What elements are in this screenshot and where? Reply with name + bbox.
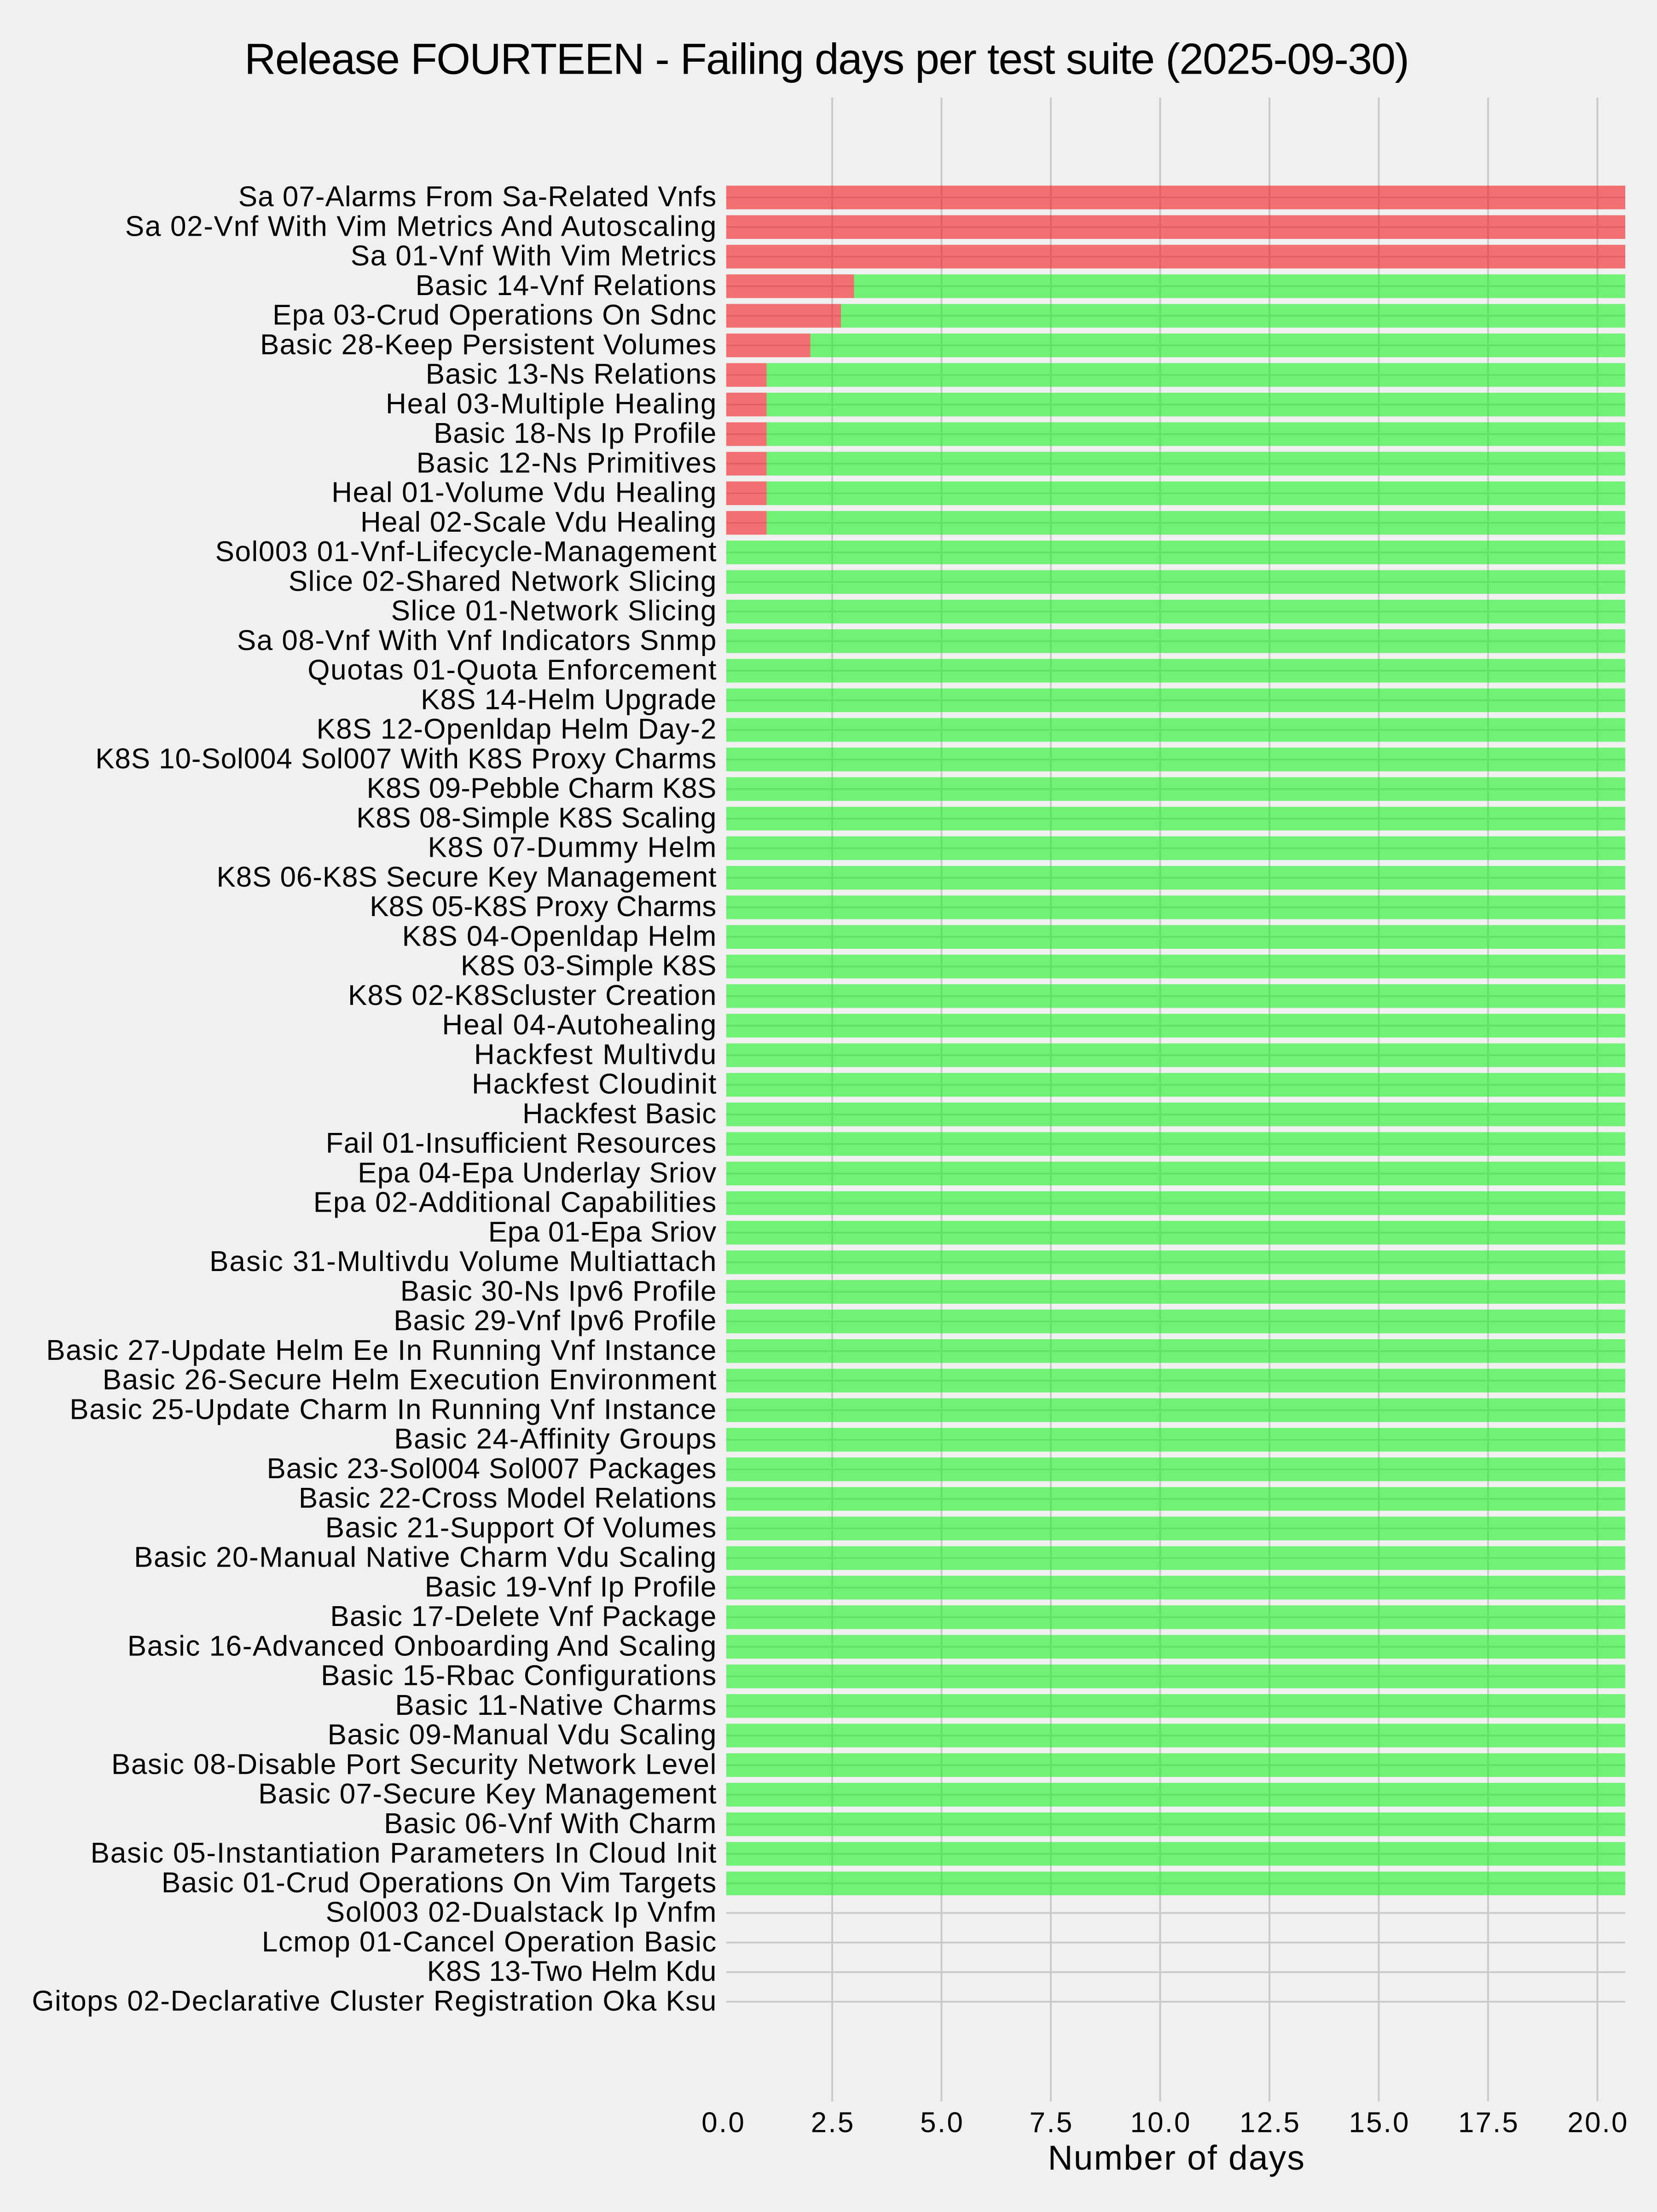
svg-text:K8S 13-Two Helm Kdu: K8S 13-Two Helm Kdu <box>427 1956 717 1987</box>
svg-text:Basic 20-Manual Native Charm V: Basic 20-Manual Native Charm Vdu Scaling <box>134 1542 716 1573</box>
svg-text:15.0: 15.0 <box>1349 2107 1409 2139</box>
svg-text:K8S 03-Simple K8S: K8S 03-Simple K8S <box>461 950 716 982</box>
svg-text:Heal 03-Multiple Healing: Heal 03-Multiple Healing <box>386 388 716 420</box>
svg-text:Sa 07-Alarms From Sa-Related V: Sa 07-Alarms From Sa-Related Vnfs <box>238 181 717 213</box>
svg-text:K8S 06-K8S Secure Key Manageme: K8S 06-K8S Secure Key Management <box>217 861 717 893</box>
svg-text:Basic 26-Secure Helm Execution: Basic 26-Secure Helm Execution Environme… <box>103 1364 717 1396</box>
svg-text:Quotas 01-Quota Enforcement: Quotas 01-Quota Enforcement <box>307 654 716 686</box>
svg-text:0.0: 0.0 <box>701 2107 744 2139</box>
svg-text:7.5: 7.5 <box>1030 2107 1072 2139</box>
svg-text:Basic 01-Crud Operations On Vi: Basic 01-Crud Operations On Vim Targets <box>162 1867 716 1898</box>
svg-text:Epa 02-Additional Capabilities: Epa 02-Additional Capabilities <box>313 1187 717 1219</box>
svg-text:Hackfest Cloudinit: Hackfest Cloudinit <box>472 1068 716 1100</box>
svg-text:K8S 08-Simple K8S Scaling: K8S 08-Simple K8S Scaling <box>356 802 716 834</box>
svg-text:K8S 02-K8Scluster Creation: K8S 02-K8Scluster Creation <box>348 980 716 1011</box>
svg-text:Basic 31-Multivdu Volume Multi: Basic 31-Multivdu Volume Multiattach <box>209 1246 716 1277</box>
svg-text:Basic 30-Ns Ipv6 Profile: Basic 30-Ns Ipv6 Profile <box>400 1275 717 1307</box>
svg-text:Basic 23-Sol004 Sol007 Package: Basic 23-Sol004 Sol007 Packages <box>267 1453 717 1485</box>
svg-text:Basic 24-Affinity Groups: Basic 24-Affinity Groups <box>394 1423 716 1455</box>
svg-text:Epa 01-Epa Sriov: Epa 01-Epa Sriov <box>488 1216 717 1248</box>
svg-text:K8S 05-K8S Proxy Charms: K8S 05-K8S Proxy Charms <box>370 891 716 923</box>
svg-text:Slice 01-Network Slicing: Slice 01-Network Slicing <box>391 595 717 627</box>
svg-text:Epa 04-Epa Underlay Sriov: Epa 04-Epa Underlay Sriov <box>358 1157 716 1189</box>
svg-text:Sa 01-Vnf With Vim Metrics: Sa 01-Vnf With Vim Metrics <box>351 240 717 272</box>
svg-text:Sol003 02-Dualstack Ip Vnfm: Sol003 02-Dualstack Ip Vnfm <box>326 1897 717 1928</box>
svg-text:Sa 02-Vnf With Vim Metrics And: Sa 02-Vnf With Vim Metrics And Autoscali… <box>125 210 716 242</box>
svg-text:Basic 09-Manual Vdu Scaling: Basic 09-Manual Vdu Scaling <box>328 1719 717 1751</box>
svg-text:Epa 03-Crud Operations On Sdnc: Epa 03-Crud Operations On Sdnc <box>272 299 716 331</box>
svg-text:5.0: 5.0 <box>920 2107 963 2139</box>
svg-text:K8S 12-Openldap Helm Day-2: K8S 12-Openldap Helm Day-2 <box>317 714 717 745</box>
svg-text:Number of days: Number of days <box>1048 2138 1304 2177</box>
svg-text:Sol003 01-Vnf-Lifecycle-Manage: Sol003 01-Vnf-Lifecycle-Management <box>215 536 717 568</box>
svg-text:Basic 16-Advanced Onboarding A: Basic 16-Advanced Onboarding And Scaling <box>127 1630 717 1662</box>
svg-text:Basic 14-Vnf Relations: Basic 14-Vnf Relations <box>416 270 717 302</box>
svg-text:Basic 29-Vnf Ipv6 Profile: Basic 29-Vnf Ipv6 Profile <box>394 1305 716 1337</box>
svg-text:2.5: 2.5 <box>811 2107 854 2139</box>
svg-text:Lcmop 01-Cancel Operation Basi: Lcmop 01-Cancel Operation Basic <box>262 1926 716 1958</box>
svg-text:Basic 28-Keep Persistent Volum: Basic 28-Keep Persistent Volumes <box>260 329 716 360</box>
svg-text:K8S 04-Openldap Helm: K8S 04-Openldap Helm <box>402 920 717 952</box>
svg-text:20.0: 20.0 <box>1568 2107 1628 2139</box>
svg-text:Basic 07-Secure Key Management: Basic 07-Secure Key Management <box>258 1778 716 1810</box>
svg-text:Fail 01-Insufficient Resources: Fail 01-Insufficient Resources <box>326 1127 717 1159</box>
svg-text:Heal 04-Autohealing: Heal 04-Autohealing <box>442 1009 716 1041</box>
svg-text:Slice 02-Shared Network Slicin: Slice 02-Shared Network Slicing <box>289 565 717 597</box>
svg-text:Heal 02-Scale Vdu Healing: Heal 02-Scale Vdu Healing <box>360 506 716 538</box>
svg-text:Basic 08-Disable Port Security: Basic 08-Disable Port Security Network L… <box>111 1748 716 1780</box>
svg-text:17.5: 17.5 <box>1458 2107 1518 2139</box>
svg-text:Basic 13-Ns Relations: Basic 13-Ns Relations <box>426 359 717 390</box>
svg-text:Release FOURTEEN - Failing day: Release FOURTEEN - Failing days per test… <box>244 35 1409 84</box>
svg-text:Hackfest Multivdu: Hackfest Multivdu <box>474 1039 716 1070</box>
svg-text:Basic 25-Update Charm In Runni: Basic 25-Update Charm In Running Vnf Ins… <box>70 1393 716 1425</box>
svg-text:K8S 07-Dummy Helm: K8S 07-Dummy Helm <box>428 832 717 864</box>
svg-text:10.0: 10.0 <box>1130 2107 1190 2139</box>
svg-text:K8S 14-Helm Upgrade: K8S 14-Helm Upgrade <box>421 684 716 715</box>
svg-text:K8S 09-Pebble Charm K8S: K8S 09-Pebble Charm K8S <box>367 772 717 804</box>
svg-text:Basic 15-Rbac Configurations: Basic 15-Rbac Configurations <box>321 1660 716 1692</box>
svg-text:Sa 08-Vnf With Vnf Indicators: Sa 08-Vnf With Vnf Indicators Snmp <box>237 625 716 656</box>
svg-text:Basic 27-Update Helm Ee In Run: Basic 27-Update Helm Ee In Running Vnf I… <box>46 1335 716 1366</box>
svg-text:Basic 22-Cross Model Relations: Basic 22-Cross Model Relations <box>299 1482 716 1514</box>
svg-text:Heal 01-Volume Vdu Healing: Heal 01-Volume Vdu Healing <box>331 477 716 509</box>
svg-text:Basic 06-Vnf With Charm: Basic 06-Vnf With Charm <box>384 1808 716 1840</box>
svg-text:Hackfest Basic: Hackfest Basic <box>522 1098 716 1130</box>
svg-text:Basic 11-Native Charms: Basic 11-Native Charms <box>395 1689 716 1721</box>
svg-text:Basic 21-Support Of Volumes: Basic 21-Support Of Volumes <box>325 1512 717 1544</box>
svg-text:Gitops 02-Declarative Cluster: Gitops 02-Declarative Cluster Registrati… <box>32 1985 716 2017</box>
svg-text:Basic 12-Ns Primitives: Basic 12-Ns Primitives <box>417 447 717 479</box>
svg-text:Basic 19-Vnf Ip Profile: Basic 19-Vnf Ip Profile <box>425 1571 717 1603</box>
svg-text:12.5: 12.5 <box>1240 2107 1299 2139</box>
svg-text:Basic 18-Ns Ip Profile: Basic 18-Ns Ip Profile <box>434 418 716 449</box>
svg-text:K8S 10-Sol004 Sol007 With K8S: K8S 10-Sol004 Sol007 With K8S Proxy Char… <box>95 743 716 775</box>
svg-text:Basic 05-Instantiation Paramet: Basic 05-Instantiation Parameters In Clo… <box>91 1837 717 1869</box>
